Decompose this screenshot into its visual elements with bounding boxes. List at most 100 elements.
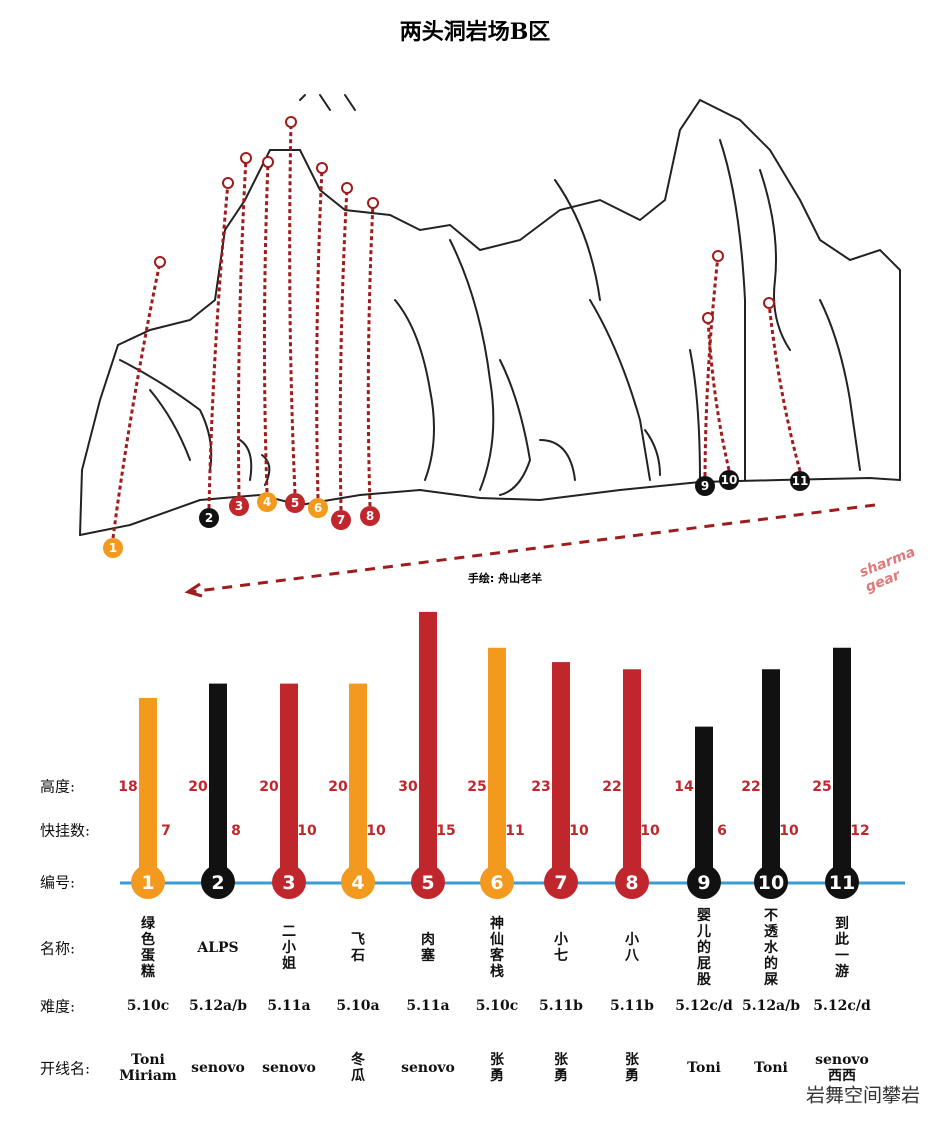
number-label: 2: [211, 872, 224, 894]
height-label: 14: [674, 779, 694, 795]
row-label: 难度:: [40, 997, 76, 1016]
number-badge: [411, 865, 445, 899]
height-label: 25: [812, 779, 831, 795]
draws-label: 10: [779, 823, 799, 839]
route-start-number: 3: [235, 499, 243, 513]
number-label: 8: [625, 872, 638, 894]
route-name: 肉塞: [421, 931, 435, 964]
route-grade: 5.10a: [336, 997, 380, 1014]
route-start-number: 8: [366, 509, 374, 523]
draws-label: 10: [640, 823, 660, 839]
route-line: [315, 167, 324, 499]
route-start-number: 7: [337, 513, 345, 527]
draws-label: 7: [161, 823, 171, 839]
number-label: 1: [141, 872, 154, 894]
route-setter: senovo 西西: [815, 1051, 869, 1084]
route-start-number: 10: [721, 473, 738, 487]
route-line: [703, 255, 720, 477]
route-setter: senovo: [401, 1059, 455, 1076]
height-bar: [419, 611, 437, 882]
route-start: [308, 498, 328, 518]
route-start: [103, 538, 123, 558]
row-label: 编号:: [40, 873, 76, 892]
route-grade: 5.11a: [267, 997, 311, 1014]
number-label: 6: [490, 872, 503, 894]
draws-label: 8: [231, 823, 241, 839]
number-label: 11: [829, 872, 855, 894]
draws-label: 10: [366, 823, 386, 839]
route-line: [767, 302, 802, 472]
route-line: [111, 261, 162, 539]
number-label: 4: [351, 872, 364, 894]
route-grade: 5.12c/d: [675, 997, 733, 1014]
anchor: [154, 256, 166, 268]
number-badge: [480, 865, 514, 899]
height-bar: [209, 683, 227, 882]
route-line: [366, 202, 375, 507]
route-setter: 冬瓜: [351, 1051, 365, 1084]
height-bar: [349, 683, 367, 882]
route-line: [338, 187, 349, 511]
number-badge: [825, 865, 859, 899]
draws-label: 10: [297, 823, 317, 839]
height-label: 22: [602, 779, 621, 795]
number-badge: [615, 865, 649, 899]
height-label: 20: [259, 779, 279, 795]
number-label: 9: [697, 872, 710, 894]
footer: 岩舞空间攀岩: [805, 1084, 920, 1107]
route-name: 飞石: [351, 931, 365, 964]
route-line: [262, 161, 270, 493]
anchor: [763, 297, 775, 309]
route-start-number: 6: [314, 501, 322, 515]
route-start: [229, 496, 249, 516]
number-badge: [131, 865, 165, 899]
row-label: 名称:: [40, 939, 76, 958]
height-label: 25: [467, 779, 486, 795]
route-line: [288, 121, 297, 494]
route-start-number: 9: [701, 479, 709, 493]
route-grade: 5.10c: [475, 997, 519, 1014]
route-setter: Toni: [687, 1059, 721, 1076]
route-line: [706, 317, 731, 471]
anchor: [702, 312, 714, 324]
row-label: 开线名:: [40, 1059, 91, 1078]
route-start: [331, 510, 351, 530]
route-name: 神仙客栈: [490, 915, 504, 981]
route-start: [285, 493, 305, 513]
route-name: 小七: [554, 931, 568, 964]
route-name: 二小姐: [282, 923, 296, 973]
number-badge: [544, 865, 578, 899]
route-setter: senovo: [191, 1059, 245, 1076]
route-start: [257, 492, 277, 512]
height-bar: [762, 669, 780, 882]
title: 两头洞岩场B区: [399, 19, 551, 45]
number-label: 5: [421, 872, 434, 894]
draws-label: 12: [850, 823, 869, 839]
number-badge: [201, 865, 235, 899]
anchor: [262, 156, 274, 168]
number-badge: [754, 865, 788, 899]
draws-label: 15: [436, 823, 455, 839]
row-label: 高度:: [40, 777, 76, 796]
height-bar: [488, 647, 506, 882]
credit: 手绘: 舟山老羊: [467, 572, 543, 585]
height-label: 20: [188, 779, 208, 795]
route-setter: Toni: [754, 1059, 788, 1076]
route-setter: 张勇: [554, 1051, 568, 1084]
route-name: 绿色蛋糕: [141, 915, 155, 981]
route-setter: senovo: [262, 1059, 316, 1076]
route-start: [790, 471, 810, 491]
route-grade: 5.11b: [539, 997, 583, 1014]
route-start: [695, 476, 715, 496]
number-badge: [341, 865, 375, 899]
route-start-number: 11: [792, 474, 809, 488]
route-grade: 5.10c: [126, 997, 170, 1014]
route-name: 到此一游: [835, 915, 849, 981]
anchor: [222, 177, 234, 189]
anchor: [285, 116, 297, 128]
draws-label: 10: [569, 823, 589, 839]
height-bar: [280, 683, 298, 882]
height-bar: [552, 662, 570, 882]
